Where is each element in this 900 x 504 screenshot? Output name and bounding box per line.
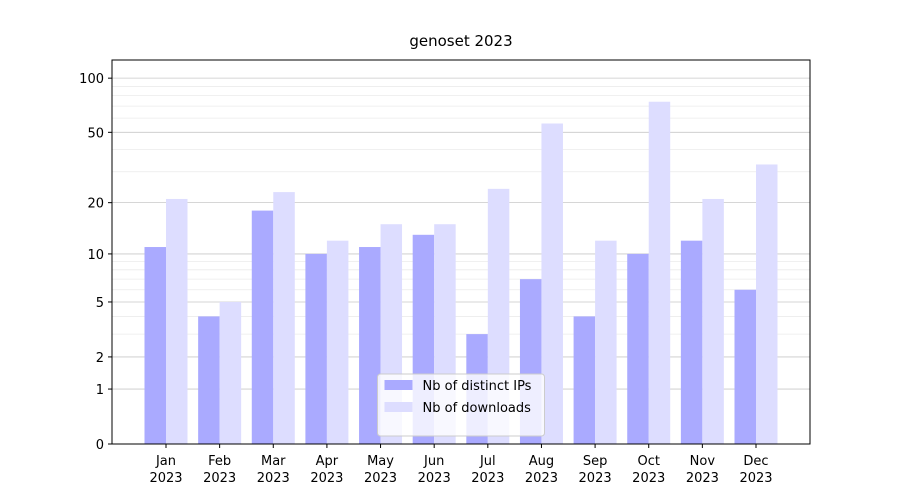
x-tick-label: Jun 2023 (418, 454, 451, 486)
x-tick-label: Dec 2023 (739, 454, 772, 486)
bar (359, 247, 381, 444)
bar (305, 253, 327, 444)
legend-swatch (384, 380, 413, 390)
y-tick-label: 10 (87, 248, 104, 263)
bar (326, 240, 349, 444)
bar (573, 316, 596, 444)
y-tick-label: 0 (96, 438, 104, 453)
bar (734, 289, 756, 444)
bar (648, 101, 671, 445)
legend-label: Nb of downloads (423, 401, 532, 416)
legend-box (377, 373, 545, 437)
bar (198, 316, 220, 444)
x-tick-label: Jul 2023 (471, 454, 504, 486)
x-tick-label: Feb 2023 (203, 454, 236, 486)
bar (595, 240, 617, 444)
chart-title: genoset 2023 (409, 32, 512, 50)
bar (219, 301, 242, 444)
legend-label: Nb of distinct IPs (423, 379, 532, 394)
bar (627, 253, 649, 444)
bar (144, 247, 166, 444)
x-tick-label: Oct 2023 (632, 454, 665, 486)
x-tick-label: Nov 2023 (686, 454, 719, 486)
bar (680, 240, 703, 444)
x-tick-label: Sep 2023 (579, 454, 612, 486)
bar (273, 192, 295, 444)
legend-swatch (384, 402, 413, 412)
y-tick-label: 2 (96, 351, 104, 366)
x-tick-label: Aug 2023 (525, 454, 558, 486)
bar (166, 198, 188, 444)
y-tick-label: 50 (87, 126, 104, 141)
y-tick-label: 5 (96, 296, 104, 311)
plot-frame (111, 59, 811, 445)
x-tick-label: Mar 2023 (257, 454, 290, 486)
bar (702, 198, 724, 444)
x-tick-label: Jan 2023 (149, 454, 182, 486)
bar (756, 164, 778, 444)
y-tick-label: 1 (96, 383, 104, 398)
bar (251, 210, 274, 444)
y-tick-label: 20 (87, 197, 104, 212)
x-tick-label: May 2023 (364, 454, 397, 486)
x-tick-label: Apr 2023 (310, 454, 343, 486)
y-tick-label: 100 (79, 72, 104, 87)
bar (541, 123, 563, 444)
